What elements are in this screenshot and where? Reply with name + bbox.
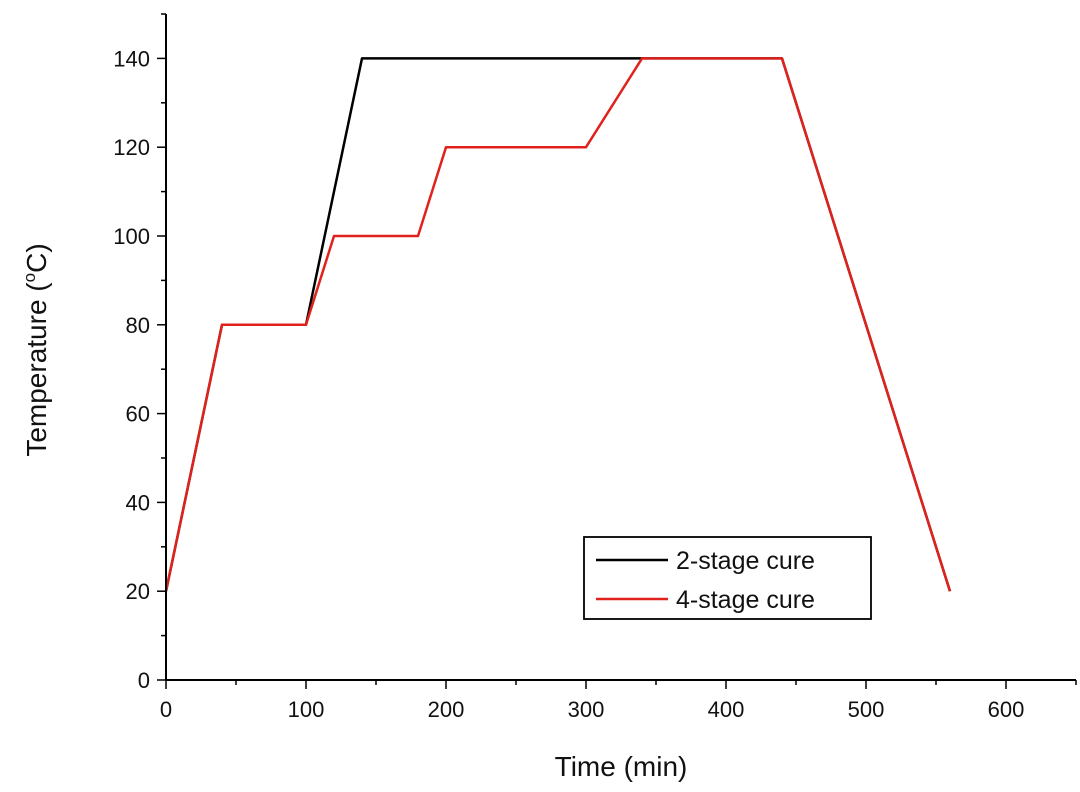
y-tick-label-80: 80: [126, 313, 150, 338]
y-axis-title-superscript: o: [20, 273, 39, 282]
series-line-4-stage-cure: [164, 57, 952, 592]
axes: [165, 14, 1076, 681]
legend: 2-stage cure 4-stage cure: [583, 536, 872, 620]
y-tick-label-20: 20: [126, 579, 150, 604]
y-axis-title: Temperature (oC): [20, 243, 52, 456]
x-tick-label-500: 500: [848, 697, 885, 722]
x-axis-title: Time (min): [555, 751, 688, 782]
y-tick-label-40: 40: [126, 490, 150, 515]
x-tick-label-0: 0: [160, 697, 172, 722]
y-tick-label-60: 60: [126, 402, 150, 427]
tick-labels: 0 100 200 300 400 500 600 0 20 40 60 80 100 120 140: [113, 46, 1024, 722]
y-axis-title-unit: C): [21, 243, 52, 273]
x-tick-label-600: 600: [988, 697, 1025, 722]
legend-box: [583, 536, 872, 620]
y-tick-label-120: 120: [113, 135, 150, 160]
y-tick-label-0: 0: [138, 668, 150, 693]
y-tick-label-100: 100: [113, 224, 150, 249]
x-tick-label-100: 100: [288, 697, 325, 722]
legend-label-2-stage-cure: 2-stage cure: [676, 547, 815, 575]
x-tick-label-300: 300: [568, 697, 605, 722]
x-tick-label-400: 400: [708, 697, 745, 722]
y-tick-label-140: 140: [113, 46, 150, 71]
x-tick-label-200: 200: [428, 697, 465, 722]
series-layer: [164, 57, 952, 592]
tick-marks: [157, 13, 1077, 689]
legend-label-4-stage-cure: 4-stage cure: [676, 586, 815, 614]
